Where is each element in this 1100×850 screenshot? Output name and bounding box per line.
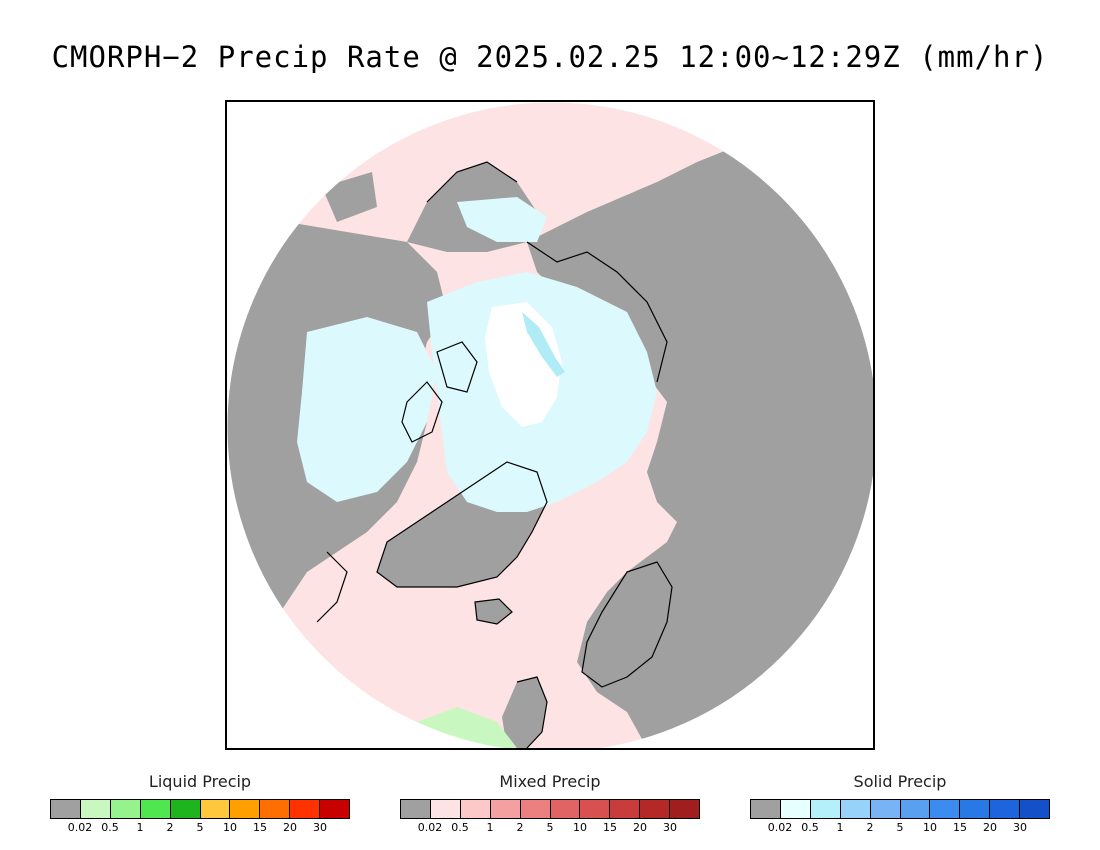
legend-swatch (170, 800, 201, 818)
page-title: CMORPH−2 Precip Rate @ 2025.02.25 12:00~… (51, 40, 1049, 74)
legend-swatch (990, 800, 1021, 818)
legend-swatch (520, 800, 551, 818)
legend-swatch (430, 800, 461, 818)
legend-tick-label: 15 (253, 821, 267, 834)
legend-swatch (840, 800, 871, 818)
legend-swatch (751, 800, 781, 818)
legend-liquid-ticks: 0.02 0.5 1 2 5 10 15 20 30 (50, 821, 350, 835)
legend-swatch (810, 800, 841, 818)
legend-liquid-colorbar (50, 799, 350, 819)
legend-swatch (80, 800, 111, 818)
pole-no-data (485, 302, 562, 427)
legend-solid-title: Solid Precip (853, 772, 947, 791)
legend-tick-label: 30 (313, 821, 327, 834)
legend-tick-label: 5 (196, 821, 204, 834)
legend-tick-label: 20 (633, 821, 647, 834)
legend-tick-label: 0.02 (417, 821, 443, 834)
legend-swatch (670, 800, 700, 818)
legend-tick-label: 0.5 (451, 821, 469, 834)
legend-swatch (900, 800, 931, 818)
legend-tick-label: 15 (953, 821, 967, 834)
legend-swatch (460, 800, 491, 818)
polar-map (225, 100, 875, 750)
legend-swatch (260, 800, 291, 818)
legend-mixed-title: Mixed Precip (499, 772, 601, 791)
legend-tick-label: 20 (983, 821, 997, 834)
legend-swatch (230, 800, 261, 818)
legend-tick-label: 5 (896, 821, 904, 834)
map-canvas (227, 102, 873, 748)
legend-tick-label: 0.5 (801, 821, 819, 834)
map-disk (227, 102, 873, 748)
eurasia-no-precip (527, 122, 873, 748)
legend-tick-label: 10 (223, 821, 237, 834)
scandinavia-no-precip (582, 562, 672, 687)
legend-tick-label: 10 (573, 821, 587, 834)
legend-mixed: Mixed Precip 0.02 0.5 1 2 5 10 15 20 30 (400, 772, 700, 835)
coastlines (316, 161, 673, 748)
legend-mixed-colorbar (400, 799, 700, 819)
legend-tick-label: 1 (136, 821, 144, 834)
legend-solid: Solid Precip 0.02 0.5 1 2 5 10 15 20 30 (750, 772, 1050, 835)
legend-tick-label: 15 (603, 821, 617, 834)
legend-mixed-ticks: 0.02 0.5 1 2 5 10 15 20 30 (400, 821, 700, 835)
legend-liquid: Liquid Precip 0.02 0.5 1 2 5 10 15 20 30 (50, 772, 350, 835)
legend-swatch (780, 800, 811, 818)
legend-tick-label: 30 (1013, 821, 1027, 834)
legend-tick-label: 30 (663, 821, 677, 834)
legend-swatch (51, 800, 81, 818)
legend-tick-label: 2 (166, 821, 174, 834)
legend-swatch (960, 800, 991, 818)
legend-solid-colorbar (750, 799, 1050, 819)
legend-swatch (870, 800, 901, 818)
canada-solid-precip (297, 317, 437, 502)
legend-swatch (200, 800, 231, 818)
legend-swatch (320, 800, 350, 818)
iceland-no-precip (475, 599, 512, 624)
legend-tick-label: 0.5 (101, 821, 119, 834)
legend-swatch (550, 800, 581, 818)
legend-liquid-title: Liquid Precip (148, 772, 252, 791)
british-isles-no-precip (502, 677, 547, 748)
legend-swatch (140, 800, 171, 818)
legend-tick-label: 20 (283, 821, 297, 834)
legend-swatch (110, 800, 141, 818)
legend-tick-label: 0.02 (67, 821, 93, 834)
legend-solid-ticks: 0.02 0.5 1 2 5 10 15 20 30 (750, 821, 1050, 835)
legend-tick-label: 5 (546, 821, 554, 834)
legend-tick-label: 2 (866, 821, 874, 834)
legend-tick-label: 2 (516, 821, 524, 834)
legend-swatch (580, 800, 611, 818)
legend-swatch (930, 800, 961, 818)
legend-swatch (401, 800, 431, 818)
solid-precip-streak (522, 312, 565, 377)
legend-swatch (610, 800, 641, 818)
legend-swatch (640, 800, 671, 818)
legend-tick-label: 1 (836, 821, 844, 834)
legend-tick-label: 0.02 (767, 821, 793, 834)
legend-tick-label: 1 (486, 821, 494, 834)
legend-swatch (490, 800, 521, 818)
bering-solid-precip (457, 197, 547, 242)
legend-tick-label: 10 (923, 821, 937, 834)
legend-swatch (1020, 800, 1050, 818)
legend-swatch (290, 800, 321, 818)
